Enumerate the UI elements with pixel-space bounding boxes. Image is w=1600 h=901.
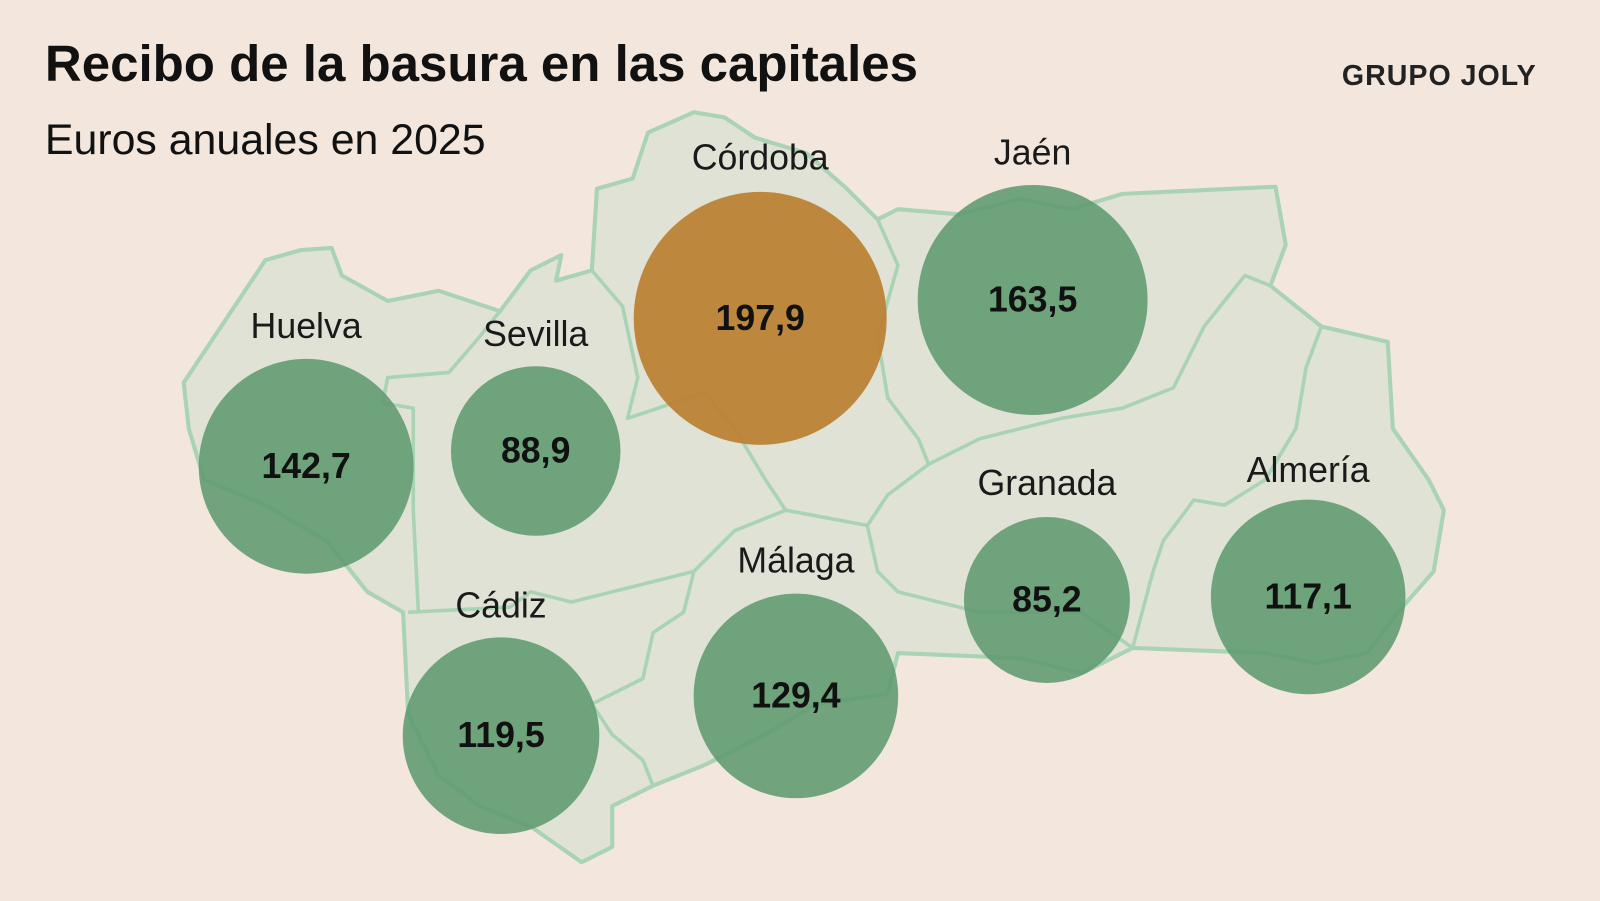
bubble <box>450 366 621 536</box>
province-border <box>1130 325 1324 649</box>
province-border <box>785 218 931 528</box>
province-name: Sevilla <box>483 314 588 354</box>
province-name: Granada <box>977 463 1116 503</box>
province-name: Cádiz <box>455 586 546 626</box>
bubble <box>1210 499 1406 695</box>
province-border <box>927 273 1272 466</box>
value-label: 142,7 <box>261 446 350 486</box>
bubble <box>693 593 899 799</box>
bubble <box>633 191 887 445</box>
value-label: 88,9 <box>501 430 571 470</box>
bubbles: Huelva 142,7 Sevilla 88,9 Córdoba 197,9 Jaén 16… <box>198 133 1406 834</box>
province-name: Almería <box>1247 450 1370 490</box>
subtitle: Euros anuales en 2025 <box>45 116 486 164</box>
value-label: 119,5 <box>457 715 544 755</box>
bubble <box>963 517 1130 683</box>
brand: GRUPO JOLY <box>1342 60 1537 92</box>
province-border <box>590 570 696 787</box>
province-name: Córdoba <box>692 138 829 178</box>
value-label: 117,1 <box>1264 576 1351 616</box>
province-name: Jaén <box>994 133 1071 173</box>
bubble <box>198 358 414 574</box>
province-name: Huelva <box>251 306 362 346</box>
bubble <box>917 185 1148 415</box>
province-name: Málaga <box>737 541 854 581</box>
value-label: 197,9 <box>716 298 805 338</box>
province-border <box>380 310 502 613</box>
title: Recibo de la basura en las capitales <box>45 35 918 92</box>
value-label: 129,4 <box>751 675 840 715</box>
bubble <box>402 637 600 834</box>
value-label: 163,5 <box>988 279 1077 319</box>
value-label: 85,2 <box>1012 579 1082 619</box>
header: Recibo de la basura en las capitales Eur… <box>45 35 1537 164</box>
